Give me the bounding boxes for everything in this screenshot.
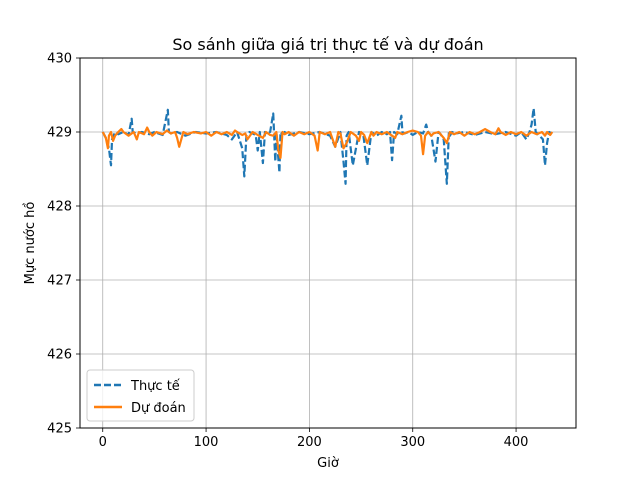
y-tick-label: 428: [47, 200, 72, 215]
y-tick-label: 430: [47, 52, 72, 67]
y-tick-label: 427: [47, 274, 72, 289]
y-axis-ticks: 425 426 427 428 429 430: [47, 52, 80, 437]
x-tick-label: 300: [400, 435, 425, 450]
y-tick-label: 426: [47, 348, 72, 363]
legend: Thực tế Dự đoán: [86, 369, 195, 422]
y-tick-label: 425: [47, 422, 72, 437]
x-tick-label: 200: [297, 435, 322, 450]
y-axis-label: Mực nước hồ: [23, 202, 38, 285]
x-axis-ticks: 0 100 200 300 400: [99, 428, 529, 450]
x-axis-label: Giờ: [317, 456, 339, 471]
plot-area-frame: [79, 57, 577, 429]
series-line-du-doan: [101, 126, 554, 159]
x-tick-label: 100: [194, 435, 219, 450]
y-tick-label: 429: [47, 126, 72, 141]
series-layer: [101, 107, 554, 185]
legend-label-du-doan: Dự đoán: [131, 401, 186, 416]
x-tick-label: 0: [99, 435, 107, 450]
legend-label-thuc-te: Thực tế: [130, 379, 180, 394]
chart-title: So sánh giữa giá trị thực tế và dự đoán: [172, 35, 483, 54]
x-tick-label: 400: [504, 435, 529, 450]
